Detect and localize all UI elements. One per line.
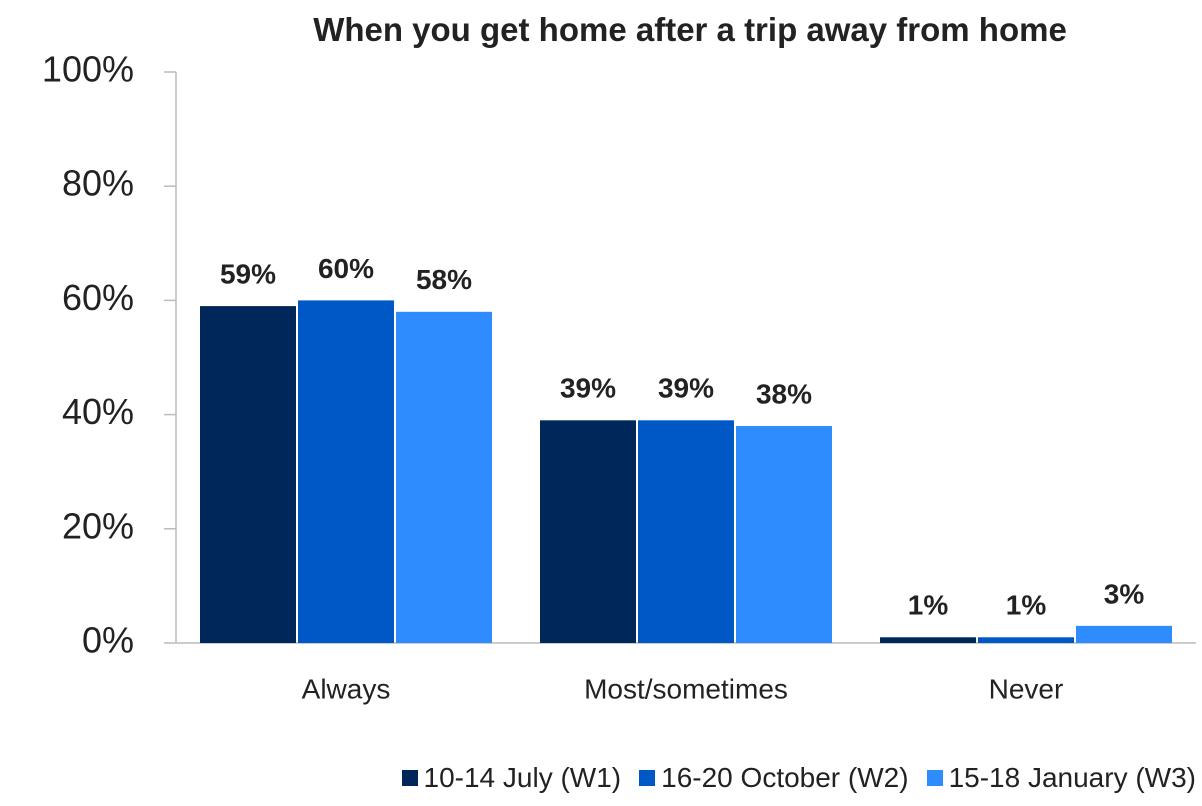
- y-tick-label: 80%: [62, 163, 134, 204]
- data-label: 1%: [1006, 590, 1047, 621]
- x-tick-label: Most/sometimes: [584, 673, 788, 704]
- x-tick-label: Always: [302, 673, 391, 704]
- legend-label: 16-20 October (W2): [661, 762, 909, 793]
- legend-label: 15-18 January (W3): [948, 762, 1196, 793]
- legend: 10-14 July (W1) 16-20 October (W2) 15-18 J…: [401, 762, 1196, 794]
- legend-swatch: [926, 770, 943, 786]
- bar: [638, 420, 734, 643]
- bar: [736, 426, 832, 643]
- data-label: 39%: [658, 373, 714, 404]
- data-label: 39%: [560, 373, 616, 404]
- legend-label: 10-14 July (W1): [423, 762, 622, 793]
- legend-swatch: [639, 770, 656, 786]
- data-label: 59%: [220, 259, 276, 290]
- bar: [396, 311, 492, 643]
- y-tick-label: 100%: [42, 49, 134, 90]
- bar: [200, 306, 296, 643]
- y-tick-label: 60%: [62, 277, 134, 318]
- bar: [540, 420, 636, 643]
- data-label: 3%: [1104, 578, 1145, 609]
- y-tick-label: 20%: [62, 505, 134, 546]
- legend-item: 16-20 October (W2): [639, 762, 909, 794]
- chart-title: When you get home after a trip away from…: [313, 11, 1067, 48]
- legend-item: 15-18 January (W3): [926, 762, 1196, 794]
- data-label: 1%: [908, 590, 949, 621]
- bar: [978, 637, 1074, 643]
- data-label: 38%: [756, 378, 812, 409]
- y-tick-label: 0%: [82, 620, 134, 661]
- x-tick-label: Never: [989, 673, 1064, 704]
- data-label: 58%: [416, 264, 472, 295]
- bar: [298, 300, 394, 643]
- bar: [1076, 625, 1172, 643]
- y-tick-label: 40%: [62, 391, 134, 432]
- legend-swatch: [401, 770, 418, 786]
- data-label: 60%: [318, 253, 374, 284]
- legend-item: 10-14 July (W1): [401, 762, 622, 794]
- bar: [880, 637, 976, 643]
